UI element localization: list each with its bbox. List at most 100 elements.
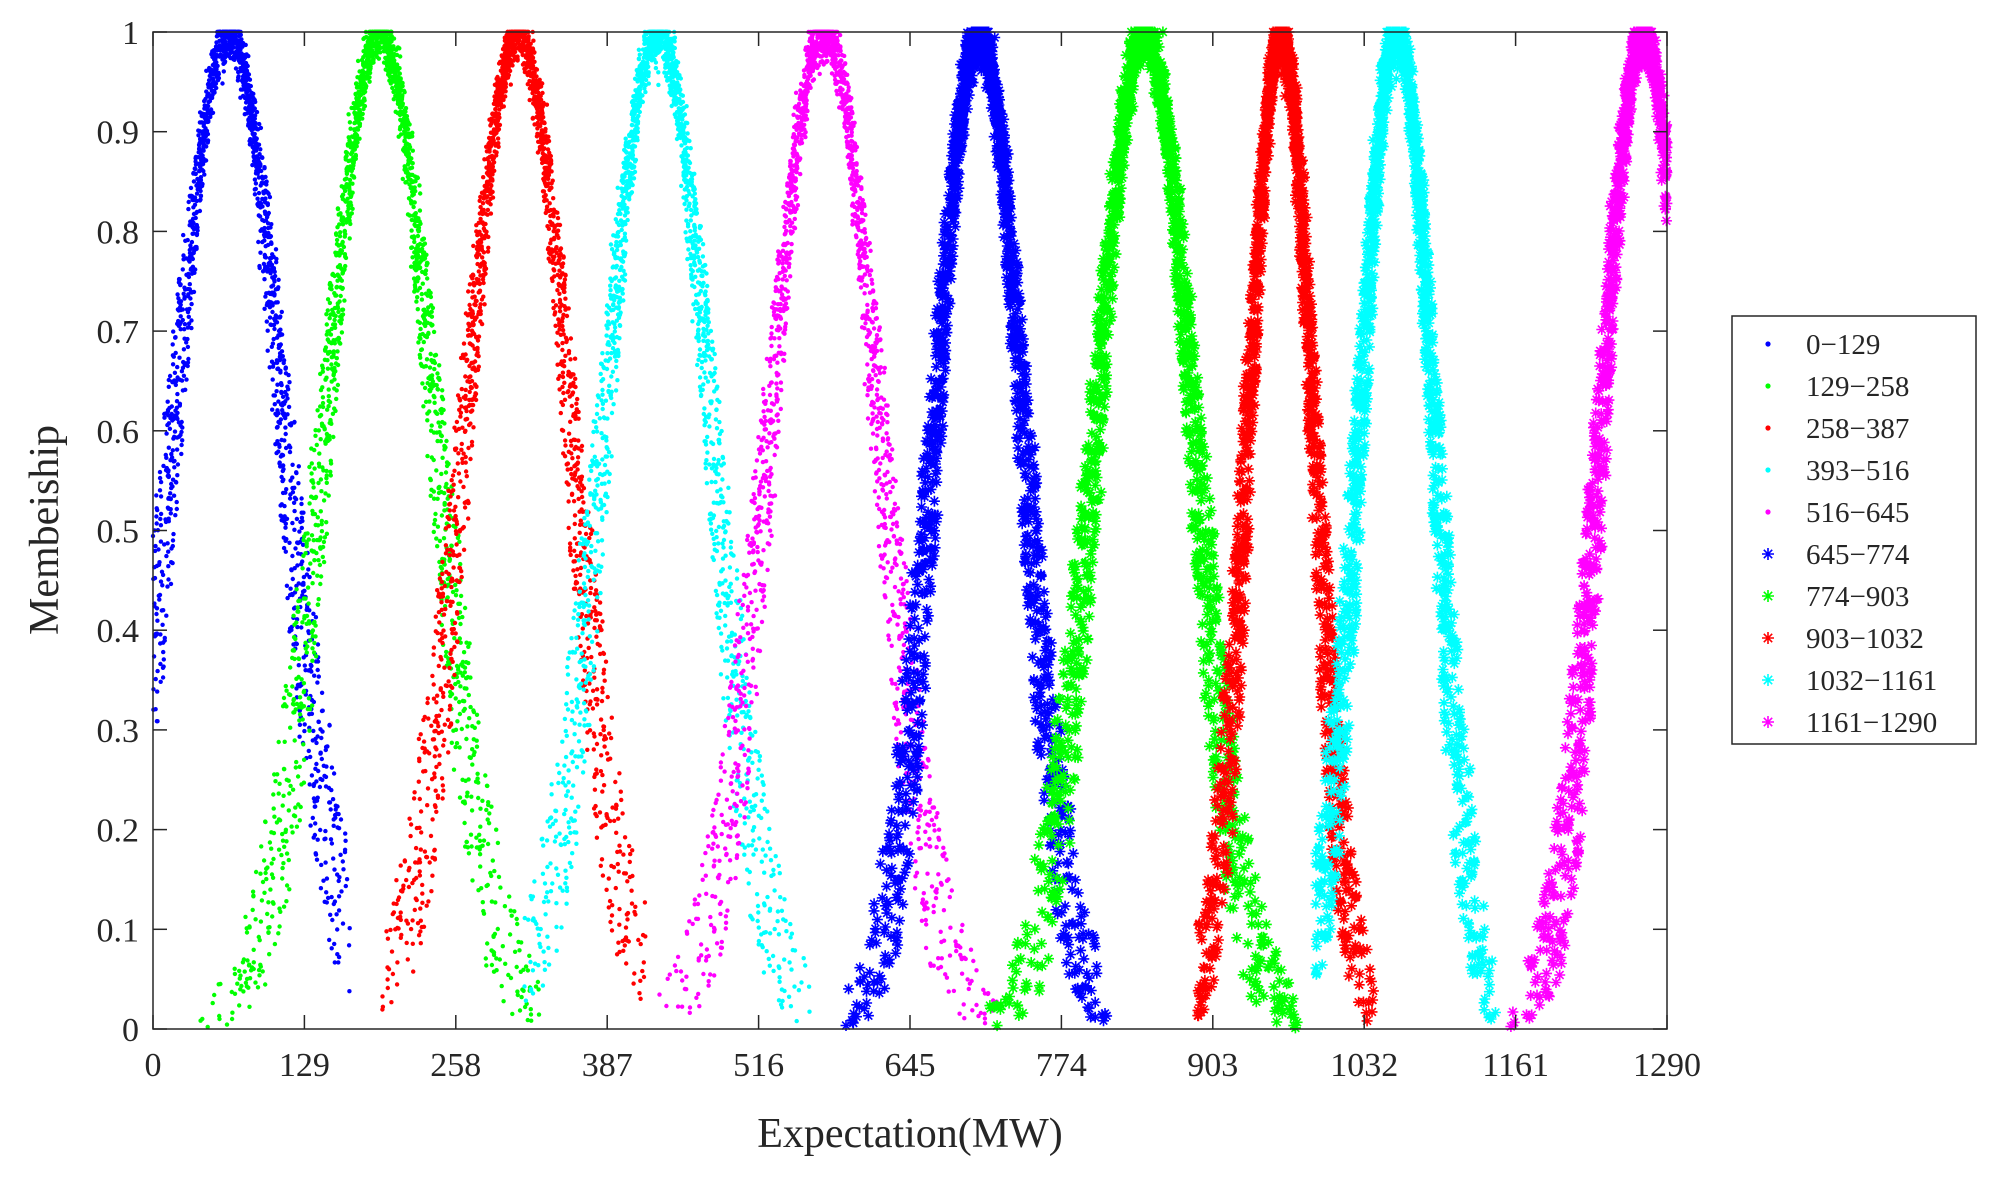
data-point [328, 807, 333, 812]
data-point [586, 645, 591, 651]
data-point [572, 536, 577, 541]
data-point [347, 138, 352, 143]
data-point [170, 560, 175, 566]
data-point [295, 563, 300, 568]
data-point [297, 705, 302, 710]
data-point [453, 681, 458, 687]
data-point [264, 179, 269, 184]
data-point [313, 433, 318, 438]
data-point [431, 696, 437, 701]
data-point [158, 511, 164, 517]
data-point [456, 471, 462, 476]
data-point [302, 722, 307, 727]
data-point [251, 966, 256, 972]
data-point [193, 166, 198, 172]
data-point [309, 630, 315, 635]
data-point [281, 695, 287, 701]
data-point [436, 486, 441, 491]
data-point [439, 600, 444, 605]
data-point [467, 302, 472, 308]
data-point [162, 542, 167, 547]
data-point [313, 821, 318, 826]
data-point [348, 194, 353, 200]
data-point [395, 77, 400, 82]
data-point [347, 236, 352, 241]
data-point [550, 178, 555, 183]
data-point [166, 413, 171, 418]
data-point [310, 581, 315, 586]
data-point [371, 44, 376, 49]
data-point [278, 381, 284, 386]
data-point [326, 387, 331, 392]
data-point [499, 983, 504, 989]
data-point [284, 899, 289, 904]
data-point [489, 121, 494, 126]
data-point [297, 695, 303, 700]
data-point [557, 309, 563, 314]
data-point [433, 728, 438, 734]
data-point [168, 491, 173, 496]
data-point [453, 513, 458, 519]
data-point [293, 805, 298, 810]
data-point [461, 484, 466, 490]
data-point [203, 126, 208, 131]
data-point [563, 443, 568, 448]
data-point [217, 45, 223, 50]
data-point [230, 1010, 235, 1015]
data-point [560, 363, 565, 368]
data-point [475, 345, 480, 351]
data-point [295, 605, 300, 610]
data-point [194, 209, 200, 215]
data-point [277, 924, 282, 929]
data-point [315, 642, 321, 647]
data-point [530, 116, 535, 121]
data-point [315, 734, 320, 739]
data-point [297, 529, 302, 534]
data-point [449, 656, 454, 662]
data-point [429, 889, 434, 894]
data-point [283, 366, 288, 371]
data-point [300, 566, 305, 571]
data-point [573, 470, 578, 475]
data-point [251, 126, 256, 131]
data-point [432, 400, 437, 405]
data-point [192, 245, 198, 250]
data-point [318, 371, 323, 377]
data-point [459, 447, 464, 452]
data-point [613, 806, 619, 811]
data-point [484, 783, 490, 788]
data-point [333, 807, 338, 812]
data-point [274, 389, 279, 394]
data-point [422, 256, 428, 261]
data-point [172, 413, 177, 419]
data-point [410, 193, 415, 198]
data-point [423, 271, 428, 277]
data-point [202, 172, 207, 177]
data-point [299, 496, 304, 501]
data-point [257, 121, 262, 127]
data-point [409, 178, 414, 184]
data-point [468, 456, 473, 462]
data-point [310, 815, 315, 821]
data-point [460, 526, 465, 531]
data-point [203, 96, 208, 102]
data-point [169, 546, 174, 551]
data-point [291, 648, 297, 653]
data-point [575, 396, 580, 402]
data-point [555, 228, 561, 233]
data-point [441, 743, 446, 748]
data-point [286, 372, 291, 378]
data-point [283, 445, 289, 451]
data-point [435, 524, 441, 529]
data-point [427, 860, 432, 865]
data-point [512, 949, 518, 954]
data-point [260, 176, 265, 181]
data-point [287, 449, 293, 455]
data-point [395, 897, 401, 903]
data-point [390, 971, 396, 977]
data-point [478, 824, 483, 829]
data-point [600, 690, 605, 695]
data-point [396, 84, 402, 90]
data-point [458, 479, 463, 484]
data-point [280, 876, 285, 881]
